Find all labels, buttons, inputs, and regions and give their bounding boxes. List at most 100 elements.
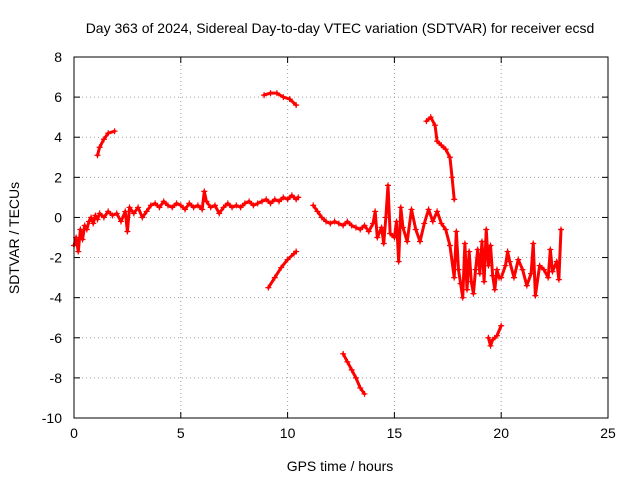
data-point — [380, 240, 387, 247]
data-point — [493, 266, 500, 273]
plot-frame — [73, 56, 609, 419]
series-high-arc-late — [423, 114, 458, 203]
data-point — [276, 198, 283, 205]
data-point — [449, 174, 456, 181]
data-point — [85, 218, 92, 225]
data-point — [263, 196, 270, 203]
data-point — [267, 90, 274, 97]
data-point — [558, 226, 565, 233]
data-point — [395, 258, 402, 265]
data-point — [211, 202, 218, 209]
y-tick-label: -2 — [50, 250, 63, 266]
data-point — [169, 204, 176, 211]
y-tick-label: -10 — [42, 410, 62, 426]
data-point — [203, 198, 210, 205]
data-point — [340, 350, 347, 357]
data-point — [530, 240, 537, 247]
data-point — [96, 210, 103, 217]
data-point — [124, 228, 131, 235]
data-point — [182, 206, 189, 213]
x-tick-label: 20 — [493, 425, 509, 441]
y-tick-label: 2 — [54, 169, 62, 185]
data-point — [431, 122, 438, 129]
data-point — [382, 214, 389, 221]
data-point — [139, 214, 146, 221]
data-point — [117, 218, 124, 225]
data-point — [532, 292, 539, 299]
data-point — [451, 196, 458, 203]
data-point — [147, 202, 154, 209]
data-point — [284, 196, 291, 203]
data-point — [361, 390, 368, 397]
y-tick-label: 0 — [54, 209, 62, 225]
y-tick-label: -6 — [50, 330, 63, 346]
data-point — [280, 194, 287, 201]
data-point — [77, 226, 84, 233]
data-point — [429, 218, 436, 225]
data-point — [455, 266, 462, 273]
data-point — [173, 200, 180, 207]
series-line — [311, 183, 563, 300]
data-point — [487, 242, 494, 249]
data-point — [94, 152, 101, 159]
data-point — [536, 262, 543, 269]
data-point — [549, 268, 556, 275]
data-point — [555, 276, 562, 283]
series-line — [266, 250, 298, 290]
data-point — [284, 256, 291, 263]
data-point — [113, 210, 120, 217]
series-cluster-minus6 — [485, 322, 505, 349]
data-point — [515, 256, 522, 263]
data-point — [421, 220, 428, 227]
data-point — [233, 202, 240, 209]
data-point — [489, 336, 496, 343]
data-point — [81, 222, 88, 229]
series-short-rise-early — [94, 128, 118, 159]
data-point — [399, 224, 406, 231]
data-point — [250, 202, 257, 209]
data-point — [160, 198, 167, 205]
chart-title: Day 363 of 2024, Sidereal Day-to-day VTE… — [86, 20, 595, 36]
data-point — [105, 208, 112, 215]
data-point — [365, 228, 372, 235]
data-point — [442, 146, 449, 153]
data-point — [370, 220, 377, 227]
data-point — [190, 204, 197, 211]
data-point — [446, 242, 453, 249]
data-point — [267, 200, 274, 207]
data-point — [417, 238, 424, 245]
data-point — [156, 204, 163, 211]
data-point — [100, 136, 107, 143]
data-point — [547, 246, 554, 253]
x-axis-label: GPS time / hours — [287, 458, 394, 474]
y-tick-label: 6 — [54, 89, 62, 105]
data-point — [481, 278, 488, 285]
data-point — [553, 258, 560, 265]
data-point — [474, 246, 481, 253]
data-point — [519, 266, 526, 273]
data-point — [344, 358, 351, 365]
data-point — [434, 138, 441, 145]
data-point — [352, 224, 359, 231]
data-point — [498, 322, 505, 329]
data-point — [483, 226, 490, 233]
data-point — [327, 220, 334, 227]
data-point — [438, 220, 445, 227]
data-point — [374, 234, 381, 241]
data-point — [237, 204, 244, 211]
data-point — [152, 200, 159, 207]
data-point — [393, 218, 400, 225]
data-point — [438, 142, 445, 149]
data-point — [278, 264, 285, 271]
data-point — [130, 210, 137, 217]
data-point — [545, 274, 552, 281]
x-tick-label: 15 — [387, 425, 403, 441]
data-point — [194, 202, 201, 209]
x-tick-label: 0 — [70, 425, 78, 441]
data-point — [361, 222, 368, 229]
data-point — [378, 224, 385, 231]
data-point — [177, 202, 184, 209]
series-line — [95, 129, 117, 157]
data-point — [451, 274, 458, 281]
